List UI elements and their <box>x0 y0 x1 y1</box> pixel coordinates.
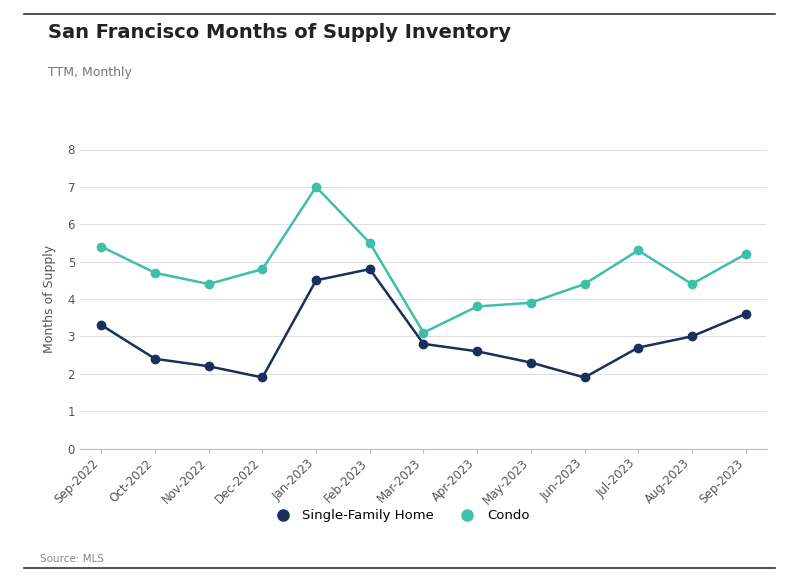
Condo <box>526 299 535 306</box>
Single-Family Home <box>634 344 643 351</box>
Single-Family Home <box>312 277 321 283</box>
Single-Family Home <box>741 310 750 317</box>
Condo <box>257 266 267 273</box>
Condo <box>419 329 428 336</box>
Single-Family Home <box>526 359 535 366</box>
Condo <box>97 243 106 250</box>
Condo <box>365 239 375 246</box>
Legend: Single-Family Home, Condo: Single-Family Home, Condo <box>269 509 530 523</box>
Condo <box>472 303 482 310</box>
Condo <box>312 183 321 190</box>
Condo <box>150 269 160 276</box>
Line: Single-Family Home: Single-Family Home <box>97 265 749 382</box>
Single-Family Home <box>257 374 267 381</box>
Condo <box>741 251 750 258</box>
Single-Family Home <box>687 333 697 340</box>
Single-Family Home <box>97 322 106 329</box>
Condo <box>634 247 643 254</box>
Condo <box>204 281 213 288</box>
Single-Family Home <box>580 374 590 381</box>
Text: TTM, Monthly: TTM, Monthly <box>48 66 132 79</box>
Condo <box>687 281 697 288</box>
Single-Family Home <box>150 355 160 362</box>
Single-Family Home <box>472 348 482 355</box>
Single-Family Home <box>365 266 375 273</box>
Y-axis label: Months of Supply: Months of Supply <box>43 245 57 353</box>
Single-Family Home <box>419 340 428 347</box>
Condo <box>580 281 590 288</box>
Text: San Francisco Months of Supply Inventory: San Francisco Months of Supply Inventory <box>48 23 511 42</box>
Text: Source: MLS: Source: MLS <box>40 554 104 564</box>
Line: Condo: Condo <box>97 183 749 337</box>
Single-Family Home <box>204 363 213 370</box>
